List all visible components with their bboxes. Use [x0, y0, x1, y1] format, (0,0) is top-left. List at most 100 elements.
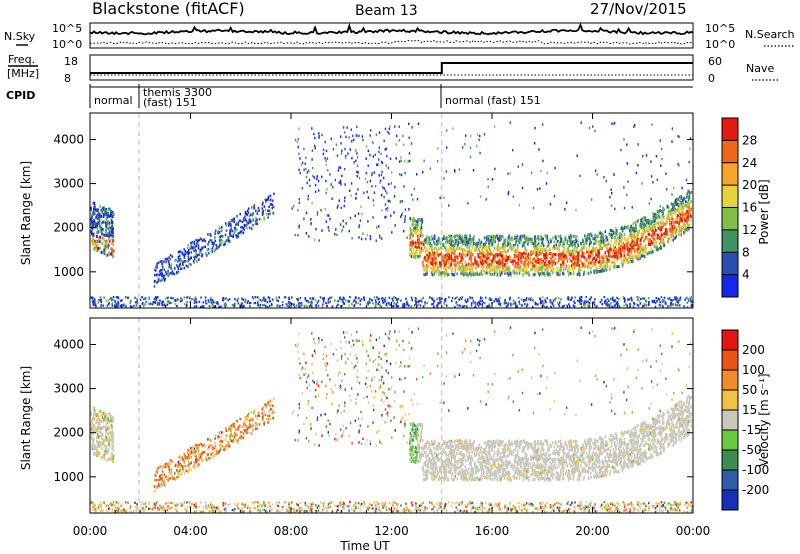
power-point-1258: [185, 264, 188, 267]
power-point-3339: [599, 231, 602, 235]
power-point-499: [499, 304, 501, 307]
velocity-point-110: [316, 506, 319, 509]
power-point-3993: [635, 255, 637, 259]
power-point-3765: [421, 217, 423, 221]
power-point-1528: [186, 250, 188, 254]
power-point-4186: [532, 259, 534, 263]
velocity-point-336: [185, 508, 188, 511]
power-point-2931: [551, 246, 554, 250]
power-point-765: [487, 305, 489, 308]
power-point-2599: [514, 251, 517, 255]
power-point-4193: [597, 234, 599, 238]
power-point-1496: [196, 254, 199, 257]
power-point-1526: [217, 230, 219, 233]
power-y-axis-label: Slant Range [km]: [19, 161, 33, 265]
power-point-2932: [414, 256, 417, 260]
power-point-3828: [490, 252, 492, 256]
power-point-513: [311, 301, 314, 304]
power-point-218: [271, 298, 274, 301]
velocity-point-339: [148, 501, 150, 504]
power-point-2941: [517, 255, 519, 259]
power-point-3574: [601, 247, 604, 250]
velocity-point-237: [393, 501, 395, 504]
power-point-1389: [254, 209, 257, 213]
power-point-321: [531, 297, 533, 301]
power-point-899: [525, 297, 528, 300]
power-point-1756: [340, 181, 342, 184]
power-point-3752: [420, 250, 422, 253]
velocity-point-154: [542, 509, 544, 512]
power-point-2735: [561, 256, 564, 260]
power-point-1068: [100, 230, 103, 234]
power-point-4517: [661, 147, 663, 151]
velocity-point-93: [109, 503, 111, 506]
power-point-1930: [683, 218, 686, 222]
power-point-4525: [689, 147, 691, 150]
power-point-3143: [638, 229, 640, 233]
power-point-4077: [516, 246, 519, 250]
power-point-4135: [424, 256, 426, 260]
power-point-4471: [641, 182, 643, 185]
power-point-4272: [628, 253, 631, 257]
power-point-4369: [637, 254, 640, 258]
power-point-2902: [520, 258, 522, 262]
power-point-1122: [189, 247, 191, 250]
velocity-point-23: [558, 508, 560, 511]
power-point-3852: [535, 253, 537, 257]
power-point-97: [690, 296, 692, 299]
power-point-2028: [595, 235, 597, 239]
power-point-4139: [425, 249, 428, 253]
power-point-2752: [609, 244, 612, 248]
power-point-1537: [201, 247, 203, 250]
power-point-758: [167, 300, 169, 303]
power-point-1328: [271, 203, 273, 207]
power-point-4354: [568, 239, 571, 243]
power-point-3157: [670, 202, 673, 206]
power-point-4445: [512, 195, 514, 198]
power-point-645: [193, 305, 196, 308]
power-point-3584: [618, 236, 621, 240]
power-point-4066: [460, 272, 462, 275]
power-point-4283: [686, 216, 688, 220]
power-point-904: [105, 233, 108, 237]
power-point-441: [623, 300, 626, 303]
power-point-1742: [356, 175, 358, 178]
power-point-1072: [93, 219, 96, 223]
power-point-4021: [417, 243, 420, 247]
velocity-point-74: [545, 506, 547, 509]
power-point-541: [589, 297, 591, 301]
power-point-1503: [227, 222, 230, 225]
power-point-3756: [421, 248, 424, 252]
power-point-643: [644, 303, 646, 306]
power-point-1330: [197, 244, 200, 247]
power-point-2951: [607, 242, 610, 246]
power-point-1573: [400, 159, 402, 163]
power-point-2973: [476, 270, 479, 274]
power-point-1833: [360, 237, 363, 241]
power-point-2411: [586, 236, 589, 239]
power-point-1303: [265, 200, 267, 203]
power-point-664: [211, 299, 214, 302]
power-point-144: [136, 299, 138, 302]
power-point-632: [349, 295, 351, 299]
power-point-3927: [600, 234, 603, 238]
power-point-4079: [564, 237, 567, 241]
power-point-4002: [482, 267, 485, 271]
power-point-3363: [659, 228, 662, 232]
power-point-4456: [576, 154, 578, 157]
power-point-1024: [103, 245, 106, 248]
power-point-2230: [628, 254, 630, 258]
power-point-3271: [470, 273, 472, 277]
power-point-2571: [679, 226, 682, 230]
power-point-4243: [484, 247, 487, 251]
power-point-3931: [496, 245, 499, 249]
power-point-1448: [263, 216, 265, 219]
power-point-2793: [686, 221, 688, 225]
power-point-1428: [228, 222, 231, 226]
power-point-712: [90, 296, 93, 299]
power-point-3980: [642, 248, 644, 252]
power-point-684: [243, 300, 246, 303]
power-point-3383: [488, 257, 491, 261]
power-point-714: [626, 304, 629, 307]
power-point-2144: [625, 225, 628, 229]
